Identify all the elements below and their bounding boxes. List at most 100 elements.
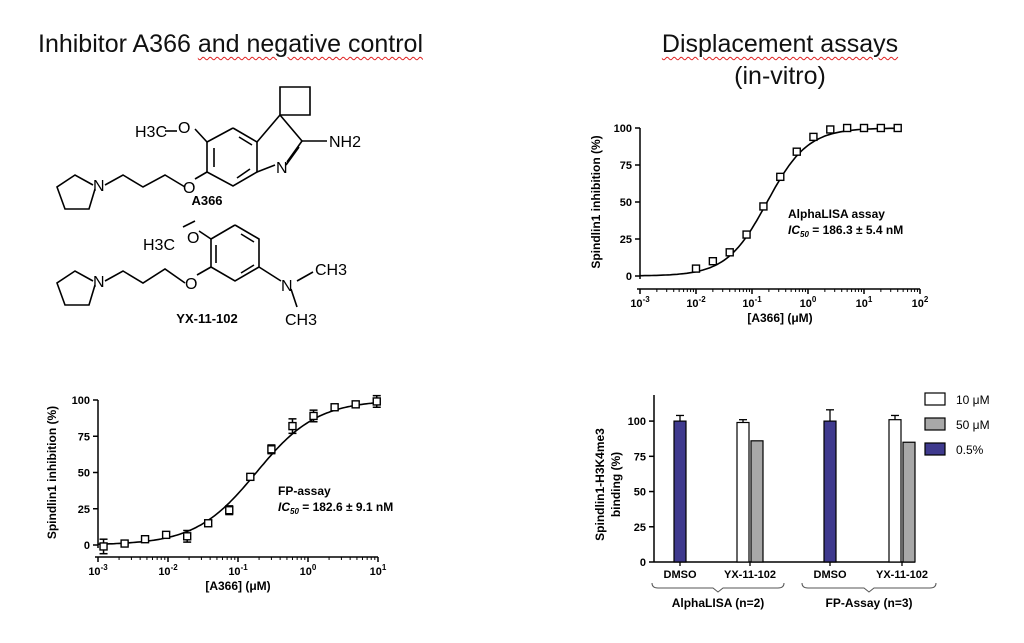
a366-pyrrolidine-n: N <box>93 178 105 195</box>
y-axis-label-line-2: binding (%) <box>609 452 623 517</box>
left-heading-prefix: Inhibitor A366 <box>38 30 198 58</box>
x-tick-label: 100 <box>300 563 317 578</box>
data-point <box>267 445 276 454</box>
data-point <box>203 519 213 528</box>
svg-text:H3C: H3C <box>143 237 175 254</box>
bar <box>888 419 902 563</box>
a366-name: A366 <box>191 193 222 208</box>
chemical-structures: H3C O NH2 N O N A366 H3C O O N N CH3 CH3… <box>56 86 361 329</box>
alphalisa-chart: 0 25 50 75 100 10-3 10-2 10-1 100 101 102 [A366] (μ… <box>589 123 929 325</box>
x-tick-label: 101 <box>370 563 387 578</box>
y-tick-label: 25 <box>78 504 90 516</box>
yx-h3c-label: H3C <box>143 237 175 254</box>
y-tick-label: 100 <box>614 123 632 135</box>
x-tick-label: 10-2 <box>686 295 706 310</box>
data-point <box>182 532 192 541</box>
data-point <box>876 123 886 133</box>
x-tick-label: 10-3 <box>88 563 108 578</box>
data-point <box>708 256 718 266</box>
x-tick-label: 10-3 <box>630 295 650 310</box>
legend-swatch <box>924 392 946 406</box>
x-axis-label: [A366] (μM) <box>747 311 812 325</box>
category-label: YX-11-102 <box>724 569 776 581</box>
y-tick-label: 75 <box>620 160 632 172</box>
bar <box>750 440 764 563</box>
data-point <box>893 123 902 133</box>
yx-methyl-1: CH3 <box>315 262 347 279</box>
y-tick-label: 50 <box>78 468 90 480</box>
data-point <box>120 539 129 548</box>
x-axis-label: [A366] (μM) <box>205 579 270 593</box>
category-label: DMSO <box>814 569 847 581</box>
data-point <box>725 248 734 257</box>
annotation-title: FP-assay <box>278 484 331 498</box>
a366-atom-labels: H3C O NH2 N O N <box>93 120 361 197</box>
data-point <box>826 125 835 134</box>
right-panel-heading: Displacement assays (in-vitro) <box>630 30 930 100</box>
fit-curve <box>640 127 899 277</box>
a366-link-o: O <box>183 180 195 197</box>
yx-link-o: O <box>185 276 197 293</box>
group-label: FP-Assay (n=3) <box>825 596 912 610</box>
a366-structure-bonds <box>56 86 327 210</box>
y-tick-label: 50 <box>634 487 646 499</box>
y-tick-label: 75 <box>634 451 646 463</box>
bar <box>673 420 687 563</box>
y-tick-label: 0 <box>626 271 632 283</box>
data-point <box>372 397 381 406</box>
right-heading-line-2: (in-vitro) <box>734 62 826 90</box>
fit-curve <box>97 401 379 545</box>
annotation-title: AlphaLISA assay <box>788 207 885 221</box>
legend-swatch <box>924 417 946 431</box>
x-tick-label: 101 <box>856 295 873 310</box>
a366-nh2-label: NH2 <box>329 134 361 151</box>
bar <box>823 420 837 563</box>
category-label: DMSO <box>664 569 697 581</box>
y-tick-label: 0 <box>84 540 90 552</box>
y-tick-label: 25 <box>620 234 632 246</box>
y-tick-label: 0 <box>640 557 646 569</box>
legend-label: 10 μM <box>956 393 990 407</box>
yx-methyl-2: CH3 <box>285 312 317 329</box>
right-heading-line-1: Displacement assays <box>661 30 899 58</box>
data-point <box>225 505 234 515</box>
legend-swatch <box>924 442 946 456</box>
data-point <box>859 123 869 133</box>
y-axis-label: Spindlin1 inhibition (%) <box>45 406 59 539</box>
annotation-ic50: IC50 = 182.6 ± 9.1 nM <box>278 500 393 516</box>
left-panel-heading: Inhibitor A366 and negative control <box>38 30 423 59</box>
data-point <box>140 534 150 544</box>
a366-methoxy-o: O <box>178 120 190 137</box>
a366-ring-n: N <box>276 160 288 177</box>
data-point <box>99 542 108 551</box>
yx-amine-n: N <box>281 278 293 295</box>
data-point <box>759 202 768 211</box>
data-point <box>842 123 852 133</box>
x-tick-label: 10-1 <box>742 295 762 310</box>
x-tick-label: 10-2 <box>158 563 178 578</box>
bar <box>902 441 916 563</box>
yx-pyrrolidine-n: N <box>93 274 105 291</box>
bar <box>736 421 750 563</box>
x-tick-label: 100 <box>800 295 817 310</box>
x-tick-label: 102 <box>912 295 929 310</box>
yx-atom-labels: H3C O O N N CH3 CH3 <box>93 230 347 329</box>
data-point <box>330 403 339 412</box>
data-point <box>809 132 818 142</box>
data-point <box>161 530 171 540</box>
fp-assay-chart: 0 25 50 75 100 10-3 10-2 10-1 100 101 [A366] (μM) S… <box>45 394 393 593</box>
data-point <box>742 230 751 239</box>
y-tick-label: 50 <box>620 197 632 209</box>
binding-bar-chart: 0 25 50 75 100 Spindlin1-H3K4me3 binding (%) DM… <box>593 392 990 610</box>
y-tick-label: 100 <box>72 395 90 407</box>
data-point <box>309 411 318 421</box>
x-tick-label: 10-1 <box>228 563 248 578</box>
group-brace <box>651 582 785 593</box>
y-tick-label: 25 <box>634 522 646 534</box>
y-axis-label-line-1: Spindlin1-H3K4me3 <box>593 428 607 541</box>
yx-structure-bonds <box>56 220 314 308</box>
legend-label: 50 μM <box>956 418 990 432</box>
data-point <box>691 264 701 273</box>
category-label: YX-11-102 <box>876 569 928 581</box>
data-point <box>776 172 785 182</box>
